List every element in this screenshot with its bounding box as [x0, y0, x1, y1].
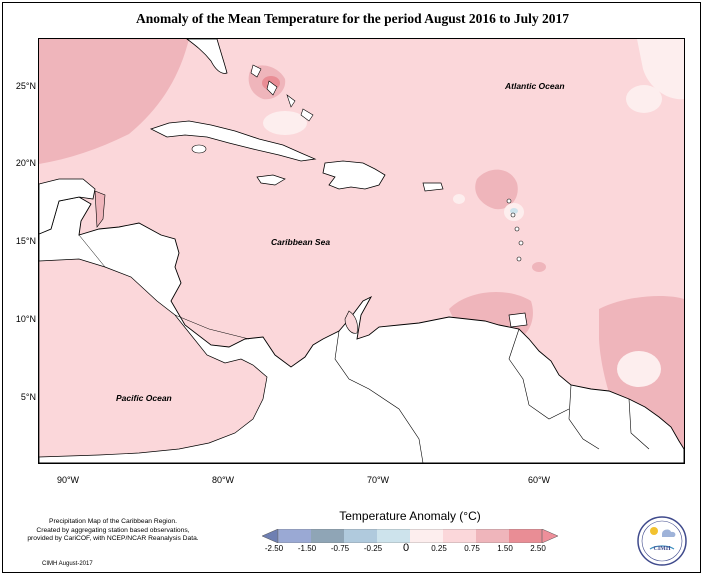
lon-label-70w: 70°W: [366, 475, 390, 485]
legend-tick-4: -0.25: [363, 544, 383, 553]
lat-label-15n: 15°N: [15, 236, 36, 246]
credits-block: Precipitation Map of the Caribbean Regio…: [20, 518, 206, 544]
credit-line-2: Created by aggregating station based obs…: [36, 526, 190, 534]
border-guatemala: [78, 234, 106, 268]
border-suriname-guiana: [628, 398, 650, 450]
date-note: CIMH August-2017: [42, 561, 93, 567]
land-bahamas-2: [266, 80, 278, 96]
legend-swatch-4: [377, 529, 410, 543]
warm-patch-leeward: [475, 169, 518, 210]
map-panel: [38, 38, 685, 464]
legend-arrow-right: [541, 529, 558, 543]
lon-label-60w: 60°W: [527, 475, 551, 485]
land-antilles-5: [516, 256, 522, 262]
logo-inner-ring: [641, 520, 683, 562]
land-hispaniola: [322, 160, 386, 190]
lat-label-5n: 5°N: [20, 392, 36, 402]
legend-colorbar: [262, 529, 558, 543]
lon-label-90w: 90°W: [56, 475, 80, 485]
legend-tick-3: -0.75: [330, 544, 350, 553]
border-venezuela-guyana: [508, 328, 570, 420]
land-yucatan: [39, 178, 96, 235]
legend-tick-8: 1.50: [497, 544, 513, 553]
map-svg: [39, 39, 684, 463]
logo-sun-icon: [650, 527, 658, 535]
land-belize: [94, 190, 106, 228]
credit-line-3: provided by CariCOF, with NCEP/NCAR Rean…: [27, 535, 199, 542]
label-atlantic-ocean: Atlantic Ocean: [505, 81, 565, 91]
land-puerto-rico: [422, 182, 444, 192]
cool-spot-guadeloupe: [510, 208, 518, 214]
logo-wave-icon: [649, 545, 675, 550]
legend-swatch-5: [410, 529, 443, 543]
legend-title: Temperature Anomaly (°C): [339, 509, 481, 523]
lat-label-10n: 10°N: [15, 314, 36, 324]
legend-swatch-6: [443, 529, 476, 543]
land-bahamas-4: [300, 108, 314, 122]
warm-patch-barbados: [532, 262, 546, 272]
legend-swatch-7: [476, 529, 509, 543]
land-trinidad: [508, 312, 528, 328]
cool-patch-atlantic-2: [617, 351, 661, 387]
border-guyana-suriname: [568, 384, 600, 450]
cimh-logo-icon: [637, 516, 687, 566]
border-central-america: [174, 314, 250, 340]
land-bahamas-3: [286, 94, 296, 108]
cool-patch-atlantic-1: [626, 85, 662, 113]
legend-swatch-3: [344, 529, 377, 543]
legend-outline: [277, 529, 543, 543]
legend-tick-1: -2.50: [264, 544, 284, 553]
label-pacific-ocean: Pacific Ocean: [116, 393, 172, 403]
land-florida: [186, 39, 228, 74]
map-title: Anomaly of the Mean Temperature for the …: [136, 11, 569, 26]
legend-tick-7: 0.75: [464, 544, 480, 553]
logo-ring: [637, 516, 687, 566]
cool-patch-pr: [453, 194, 465, 204]
pacific-ocean-area: [39, 258, 268, 458]
legend-swatch-2: [311, 529, 344, 543]
land-antilles-3: [514, 226, 520, 232]
legend-tick-9: 2.50: [530, 544, 546, 553]
cool-patch-northeast: [637, 39, 684, 100]
land-isla-juventud: [191, 144, 207, 154]
legend-swatch-8: [509, 529, 542, 543]
legend-tick-5: 0: [402, 542, 410, 554]
warm-patch-gulf: [39, 39, 189, 164]
logo-cloud-icon: [662, 529, 676, 537]
label-caribbean-sea: Caribbean Sea: [271, 237, 331, 247]
lat-label-25n: 25°N: [15, 81, 36, 91]
border-colombia-venezuela: [334, 330, 424, 463]
legend-tick-2: -1.50: [297, 544, 317, 553]
land-antilles-4: [518, 240, 524, 246]
logo-text: CIMH: [653, 546, 671, 552]
land-antilles-1: [506, 198, 512, 204]
lat-label-20n: 20°N: [15, 158, 36, 168]
land-cuba: [149, 120, 317, 162]
cool-patch-cuba: [263, 111, 307, 135]
land-antilles-2: [510, 212, 516, 218]
lake-maracaibo: [344, 310, 358, 334]
lon-label-80w: 80°W: [211, 475, 235, 485]
land-bahamas-1: [250, 64, 262, 78]
land-jamaica: [256, 174, 286, 186]
legend-tick-6: 0.25: [431, 544, 447, 553]
legend-swatch-1: [278, 529, 311, 543]
legend-arrow-left: [262, 529, 279, 543]
credit-line-1: Precipitation Map of the Caribbean Regio…: [49, 518, 177, 525]
